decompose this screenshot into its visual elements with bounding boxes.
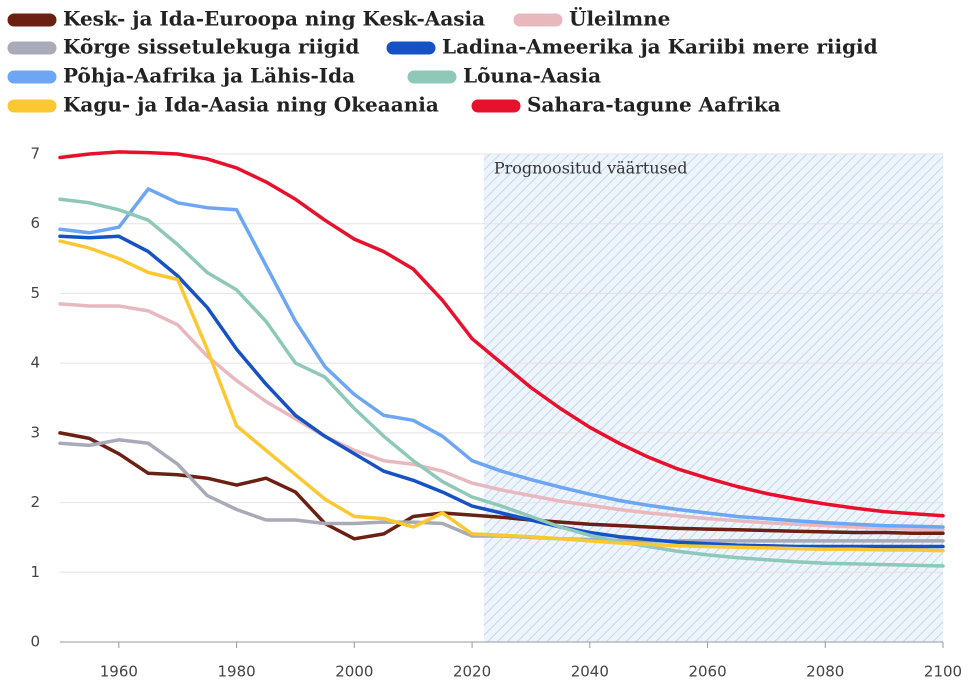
legend-label: Kesk- ja Ida-Euroopa ning Kesk-Aasia [63,7,485,31]
x-tick-label: 1980 [218,663,256,681]
legend-label: Kagu- ja Ida-Aasia ning Okeaania [63,93,439,117]
y-tick-label: 4 [30,354,40,372]
legend-label: Lõuna-Aasia [463,64,601,88]
forecast-region [483,154,943,642]
x-tick-label: 2000 [335,663,373,681]
y-tick-label: 2 [30,493,40,511]
series-line [58,234,945,549]
forecast-label: Prognoositud väärtused [494,159,688,178]
series-line [58,431,945,541]
y-tick-label: 1 [30,563,40,581]
legend-label: Üleilmne [569,6,670,31]
x-tick-label: 2020 [453,663,491,681]
legend-label: Sahara-tagune Aafrika [527,93,781,117]
series-line [58,150,945,518]
y-tick-label: 6 [30,214,40,232]
x-tick-label: 2040 [571,663,609,681]
series-line [58,197,945,568]
legend-label: Kõrge sissetulekuga riigid [63,35,359,59]
y-tick-label: 0 [30,633,40,651]
series-line [58,187,945,529]
series-line [58,302,945,532]
y-tick-label: 3 [30,423,40,441]
x-tick-label: 2080 [806,663,844,681]
x-tick-label: 2060 [688,663,726,681]
legend-label: Ladina-Ameerika ja Kariibi mere riigid [442,35,878,59]
y-tick-label: 7 [30,145,40,163]
x-tick-label: 1960 [100,663,138,681]
y-tick-label: 5 [30,284,40,302]
x-tick-label: 2100 [924,663,962,681]
legend-label: Põhja-Aafrika ja Lähis-Ida [63,64,355,88]
series-line [58,239,945,553]
